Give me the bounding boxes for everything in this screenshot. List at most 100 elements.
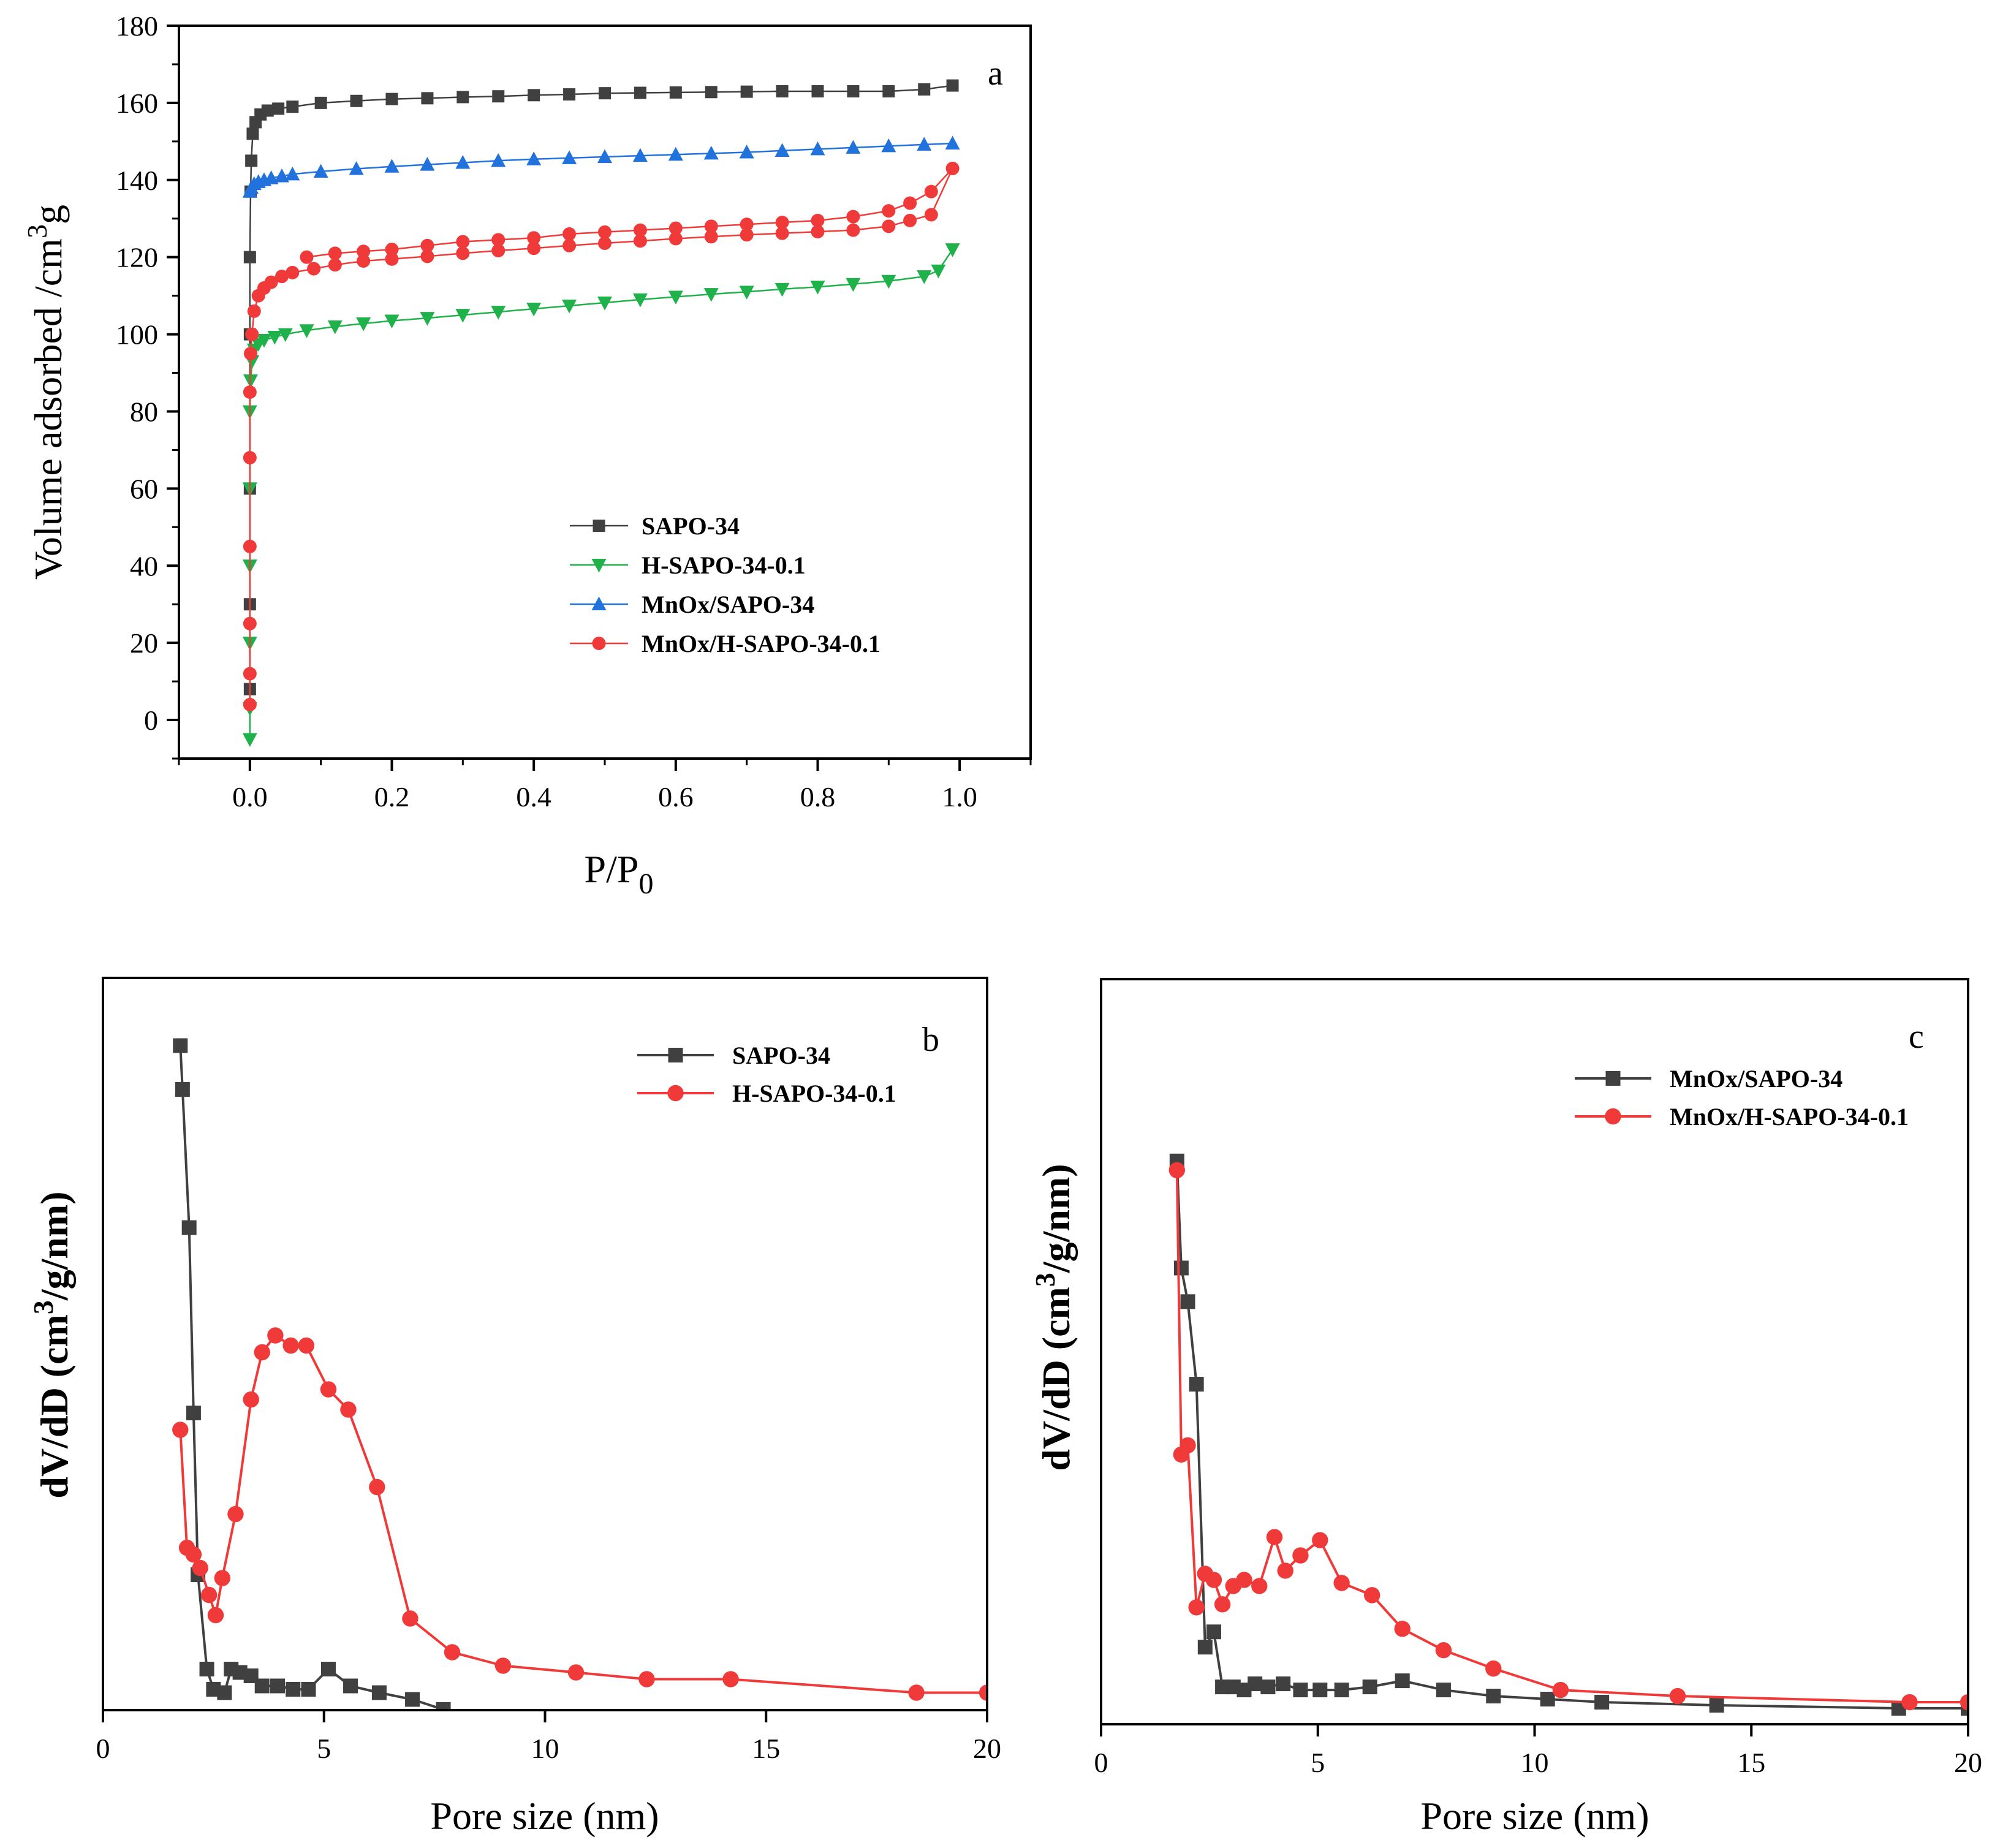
panel-c-point-mnox-h-sapo-34-0-1 xyxy=(1251,1578,1268,1594)
panel-a-point-mnox-h-sapo-34-0-1 xyxy=(882,204,896,218)
panel-a-point-h-sapo-34-0-1 xyxy=(668,290,683,305)
panel-b-point-h-sapo-34-0-1 xyxy=(369,1479,385,1496)
panel-a-point-mnox-h-sapo-34-0-1 xyxy=(264,275,278,289)
panel-a-point-mnox-h-sapo-34-0-1 xyxy=(328,258,342,272)
panel-b-point-h-sapo-34-0-1 xyxy=(567,1664,585,1681)
panel-a-point-mnox-h-sapo-34-0-1 xyxy=(275,270,289,284)
panel-b-series-line-h-sapo-34-0-1 xyxy=(179,1334,987,1694)
panel-c-xlabel: Pore size (nm) xyxy=(1420,1794,1649,1838)
panel-c-point-mnox-h-sapo-34-0-1 xyxy=(1180,1437,1196,1454)
panel-a-point-h-sapo-34-0-1 xyxy=(491,306,506,320)
panel-a-point-mnox-sapo-34 xyxy=(668,146,683,161)
panel-a-point-mnox-sapo-34 xyxy=(384,159,400,173)
panel-c-point-mnox-sapo-34 xyxy=(1540,1692,1555,1707)
panel-a-point-mnox-h-sapo-34-0-1 xyxy=(243,539,257,553)
panel-b-point-sapo-34 xyxy=(181,1220,197,1235)
panel-a-ytick-label: 140 xyxy=(116,165,158,196)
panel-b-xtick-label: 10 xyxy=(531,1733,559,1764)
panel-a-point-sapo-34 xyxy=(243,251,256,263)
panel-c-point-mnox-h-sapo-34-0-1 xyxy=(1485,1660,1502,1677)
panel-a-point-h-sapo-34-0-1 xyxy=(267,330,282,345)
panel-a-legend-label-mnox-sapo-34: MnOx/SAPO-34 xyxy=(642,591,814,618)
panel-b-xtick-label: 0 xyxy=(96,1733,110,1764)
panel-b-xtick-label: 5 xyxy=(317,1733,331,1764)
panel-b-point-h-sapo-34-0-1 xyxy=(214,1570,231,1586)
panel-b-point-h-sapo-34-0-1 xyxy=(908,1684,925,1701)
panel-c-point-mnox-h-sapo-34-0-1 xyxy=(1205,1572,1222,1588)
panel-a-point-mnox-h-sapo-34-0-1 xyxy=(527,241,541,256)
panel-b-point-h-sapo-34-0-1 xyxy=(494,1657,512,1674)
panel-a-point-mnox-h-sapo-34-0-1 xyxy=(924,208,938,222)
panel-a-point-sapo-34 xyxy=(946,79,959,92)
panel-c-point-mnox-sapo-34 xyxy=(1293,1683,1308,1698)
panel-c-point-mnox-h-sapo-34-0-1 xyxy=(1901,1694,1918,1711)
panel-a-point-sapo-34 xyxy=(261,104,274,117)
panel-a-point-mnox-h-sapo-34-0-1 xyxy=(456,246,470,260)
panel-a-tag: a xyxy=(988,55,1003,93)
panel-c-point-mnox-sapo-34 xyxy=(1334,1683,1349,1698)
panel-a-point-h-sapo-34-0-1 xyxy=(881,275,896,289)
panel-a-point-mnox-h-sapo-34-0-1 xyxy=(668,232,683,246)
panel-a-point-sapo-34 xyxy=(705,86,718,99)
panel-b-legend-marker-h-sapo-34-0-1 xyxy=(667,1085,684,1102)
panel-b-point-sapo-34 xyxy=(217,1685,232,1700)
panel-c-point-mnox-sapo-34 xyxy=(1312,1683,1328,1698)
panel-b-point-sapo-34 xyxy=(371,1685,387,1700)
panel-a-point-h-sapo-34-0-1 xyxy=(632,293,648,308)
panel-a-point-mnox-sapo-34 xyxy=(491,153,506,167)
panel-b-point-h-sapo-34-0-1 xyxy=(444,1644,461,1661)
panel-b-point-h-sapo-34-0-1 xyxy=(638,1671,655,1687)
panel-a-point-mnox-h-sapo-34-0-1 xyxy=(527,231,541,245)
panel-a-point-mnox-h-sapo-34-0-1 xyxy=(924,184,938,199)
panel-b-legend: SAPO-34 H-SAPO-34-0.1 xyxy=(637,1042,896,1107)
panel-b-xtick-label: 20 xyxy=(973,1733,1001,1764)
panel-c-frame xyxy=(1100,978,1969,1725)
panel-a-xtick-label: 1.0 xyxy=(942,781,977,812)
panel-a-point-mnox-h-sapo-34-0-1 xyxy=(243,667,257,681)
panel-a-point-sapo-34 xyxy=(286,100,299,113)
panel-b-point-h-sapo-34-0-1 xyxy=(298,1337,315,1354)
panel-b-point-sapo-34 xyxy=(301,1682,316,1697)
panel-a-point-mnox-h-sapo-34-0-1 xyxy=(357,244,371,259)
panel-a-point-h-sapo-34-0-1 xyxy=(327,320,343,335)
panel-a-point-h-sapo-34-0-1 xyxy=(931,264,946,279)
panel-a-point-h-sapo-34-0-1 xyxy=(810,281,825,295)
panel-a-point-h-sapo-34-0-1 xyxy=(774,282,790,297)
panel-a-point-mnox-sapo-34 xyxy=(917,137,932,151)
panel-a-point-h-sapo-34-0-1 xyxy=(420,312,435,326)
panel-c-point-mnox-h-sapo-34-0-1 xyxy=(1333,1575,1350,1591)
panel-a-point-mnox-h-sapo-34-0-1 xyxy=(775,216,789,230)
panel-a-point-sapo-34 xyxy=(811,85,824,98)
panel-c-ylabel: dV/dD (cm3/g/nm) xyxy=(1029,1164,1078,1471)
panel-b-point-h-sapo-34-0-1 xyxy=(243,1391,259,1408)
panel-a-point-mnox-h-sapo-34-0-1 xyxy=(328,246,342,260)
panel-a-ylabel: Volume adsorbed /cm3g xyxy=(21,205,70,580)
panel-b-ylabel: dV/dD (cm3/g/nm) xyxy=(28,1191,76,1498)
panel-a-point-sapo-34 xyxy=(740,85,753,98)
panel-a-point-mnox-h-sapo-34-0-1 xyxy=(385,252,399,266)
panel-a-point-mnox-sapo-34 xyxy=(739,144,754,159)
panel-a-point-mnox-sapo-34 xyxy=(881,138,896,153)
panel-a-legend-marker-mnox-h-sapo-34-0-1 xyxy=(592,637,606,650)
panel-a-point-sapo-34 xyxy=(421,92,434,105)
panel-a-point-h-sapo-34-0-1 xyxy=(846,278,861,292)
panel-a-series-line-h-sapo-34-0-1 xyxy=(249,249,953,740)
panel-a-ytick-label: 180 xyxy=(116,10,158,42)
panel-a-point-mnox-sapo-34 xyxy=(632,148,648,162)
panel-b-point-h-sapo-34-0-1 xyxy=(282,1337,299,1354)
panel-a-point-h-sapo-34-0-1 xyxy=(356,317,371,331)
panel-b-point-h-sapo-34-0-1 xyxy=(185,1546,202,1563)
panel-a-legend-marker-mnox-sapo-34 xyxy=(591,596,607,610)
panel-b-point-sapo-34 xyxy=(173,1038,188,1053)
panel-a: 0.0 0.2 0.4 0.6 0.8 1.0 0 20 40 60 80 100 120 140 160 1… xyxy=(21,10,1032,900)
panel-a-point-mnox-sapo-34 xyxy=(313,164,328,178)
panel-a-point-mnox-sapo-34 xyxy=(597,149,612,164)
panel-c: 0 5 10 15 20 c Pore size (nm) dV/dD (cm3/g/n… xyxy=(1029,978,1982,1838)
panel-a-point-mnox-sapo-34 xyxy=(810,141,825,156)
panel-a-point-mnox-sapo-34 xyxy=(285,166,300,181)
panel-c-xtick-label: 20 xyxy=(1954,1747,1982,1778)
panel-c-point-mnox-sapo-34 xyxy=(1362,1679,1377,1695)
panel-a-point-h-sapo-34-0-1 xyxy=(526,303,542,317)
panel-a-point-mnox-h-sapo-34-0-1 xyxy=(300,250,314,264)
